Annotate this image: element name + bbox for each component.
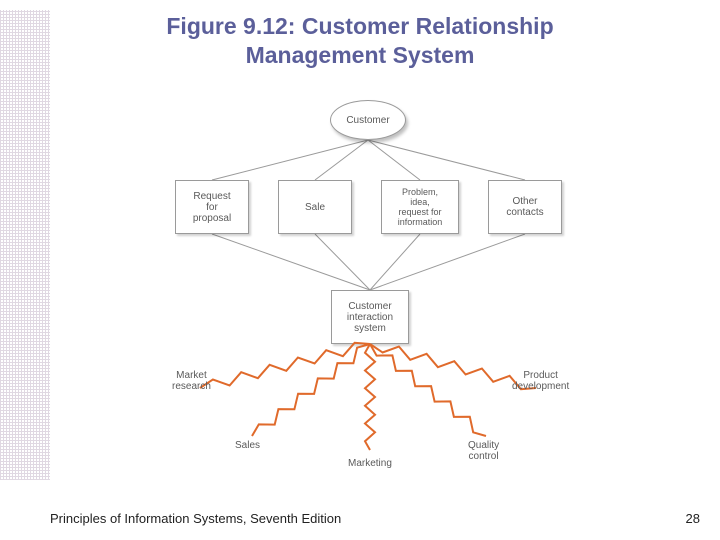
zigzag-spoke-3 [370,344,486,436]
spoke-label-2: Marketing [348,458,392,469]
page-number: 28 [686,511,700,526]
footer-text: Principles of Information Systems, Seven… [50,511,341,526]
spoke-label-4: Productdevelopment [512,370,569,392]
spoke-label-0: Marketresearch [172,370,211,392]
zigzag-spoke-1 [252,344,370,436]
spoke-label-1: Sales [235,440,260,451]
zigzag-spoke-2 [365,344,375,450]
zigzag-spoke-0 [200,343,370,388]
spoke-label-3: Qualitycontrol [468,440,499,462]
